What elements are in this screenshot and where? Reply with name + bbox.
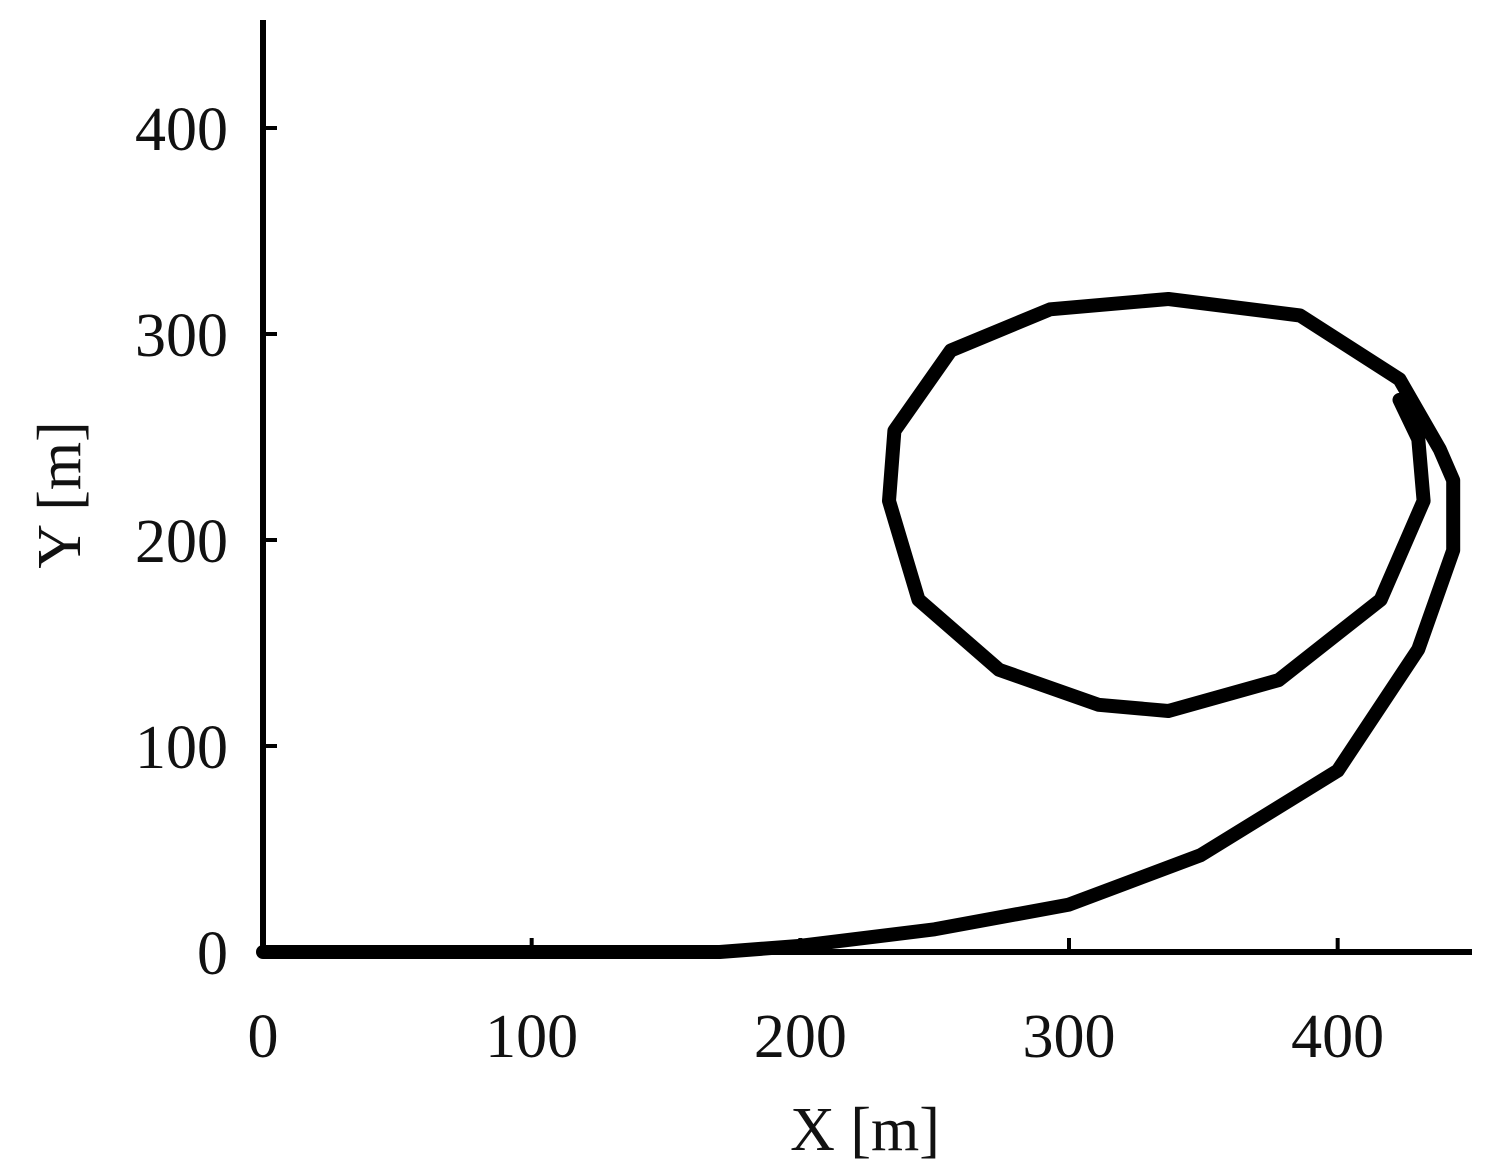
y-axis-label: Y [m]	[26, 421, 94, 569]
x-tick-label: 100	[485, 1003, 578, 1071]
y-tick-label: 200	[135, 508, 228, 576]
x-tick-label: 400	[1291, 1003, 1384, 1071]
trajectory-line	[256, 292, 1461, 959]
y-tick-label: 0	[197, 920, 228, 988]
x-axis-label: X [m]	[790, 1096, 940, 1164]
x-tick-label: 0	[248, 1003, 279, 1071]
y-tick-label: 300	[135, 302, 228, 370]
x-tick-label: 200	[754, 1003, 847, 1071]
y-tick-label: 100	[135, 714, 228, 782]
x-tick-label: 300	[1023, 1003, 1116, 1071]
y-tick-label: 400	[135, 96, 228, 164]
